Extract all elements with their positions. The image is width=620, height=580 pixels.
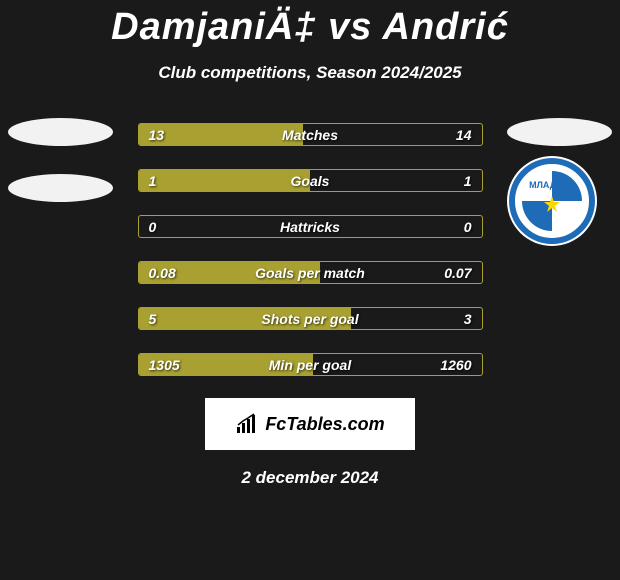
- brand-logo-icon: [235, 413, 261, 435]
- page-subtitle: Club competitions, Season 2024/2025: [0, 63, 620, 83]
- player-left-club-oval: [8, 174, 113, 202]
- club-crest-icon: МЛАДОСТ: [507, 156, 597, 246]
- stat-label: Matches: [139, 124, 482, 146]
- stat-value-right: 14: [456, 124, 472, 146]
- stat-value-right: 1: [464, 170, 472, 192]
- stat-label: Shots per goal: [139, 308, 482, 330]
- stat-value-right: 0.07: [444, 262, 471, 284]
- brand-text: FcTables.com: [265, 414, 384, 435]
- page-title: DamjaniÄ‡ vs Andrić: [0, 0, 620, 49]
- svg-text:МЛАДОСТ: МЛАДОСТ: [529, 180, 575, 190]
- stat-bar-row: 13Matches14: [138, 123, 483, 146]
- comparison-content: МЛАДОСТ 13Matches141Goals10Hattricks00.0…: [0, 123, 620, 488]
- stat-label: Goals per match: [139, 262, 482, 284]
- snapshot-date: 2 december 2024: [0, 468, 620, 488]
- stat-bar-row: 0.08Goals per match0.07: [138, 261, 483, 284]
- stat-label: Goals: [139, 170, 482, 192]
- player-left-avatars: [8, 118, 113, 202]
- player-left-photo-oval: [8, 118, 113, 146]
- player-right-photo-oval: [507, 118, 612, 146]
- brand-box: FcTables.com: [205, 398, 415, 450]
- stat-bar-row: 5Shots per goal3: [138, 307, 483, 330]
- stat-label: Min per goal: [139, 354, 482, 376]
- stat-bars: 13Matches141Goals10Hattricks00.08Goals p…: [138, 123, 483, 376]
- player-right-club-badge: МЛАДОСТ: [507, 156, 597, 246]
- stat-value-right: 0: [464, 216, 472, 238]
- stat-label: Hattricks: [139, 216, 482, 238]
- stat-bar-row: 1305Min per goal1260: [138, 353, 483, 376]
- stat-value-right: 3: [464, 308, 472, 330]
- stat-bar-row: 1Goals1: [138, 169, 483, 192]
- stat-bar-row: 0Hattricks0: [138, 215, 483, 238]
- stat-value-right: 1260: [440, 354, 471, 376]
- player-right-avatars: МЛАДОСТ: [507, 118, 612, 246]
